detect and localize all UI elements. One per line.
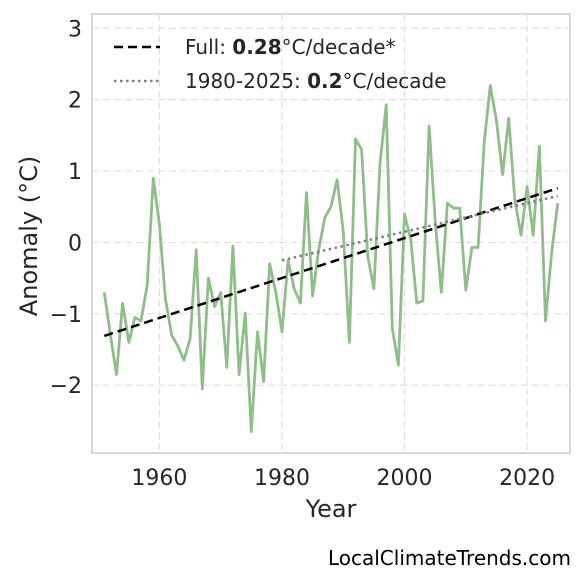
y-tick-labels: −2 −1 0 1 2 3 bbox=[50, 17, 82, 399]
legend-label-full: Full: 0.28°C/decade* bbox=[185, 35, 396, 59]
y-tick-label: 0 bbox=[68, 231, 82, 256]
x-tick-label: 2020 bbox=[499, 466, 555, 491]
x-tick-label: 1960 bbox=[131, 466, 187, 491]
y-tick-label: −2 bbox=[50, 374, 82, 399]
series-lines bbox=[102, 84, 560, 434]
anomaly-line bbox=[102, 84, 560, 434]
y-axis-title: Anomaly (°C) bbox=[15, 156, 43, 316]
y-tick-label: −1 bbox=[50, 303, 82, 328]
source-credit: LocalClimateTrends.com bbox=[327, 546, 571, 570]
x-tick-label: 1980 bbox=[254, 466, 310, 491]
x-tick-labels: 1960 1980 2000 2020 bbox=[131, 466, 555, 491]
x-axis-title: Year bbox=[305, 495, 357, 523]
legend: Full: 0.28°C/decade* 1980-2025: 0.2°C/de… bbox=[114, 35, 447, 93]
x-tick-label: 2000 bbox=[377, 466, 433, 491]
recent-trend-line bbox=[281, 194, 558, 262]
legend-label-recent: 1980-2025: 0.2°C/decade bbox=[185, 69, 447, 93]
y-tick-label: 1 bbox=[68, 160, 82, 185]
y-tick-label: 3 bbox=[68, 17, 82, 42]
y-tick-label: 2 bbox=[68, 89, 82, 114]
